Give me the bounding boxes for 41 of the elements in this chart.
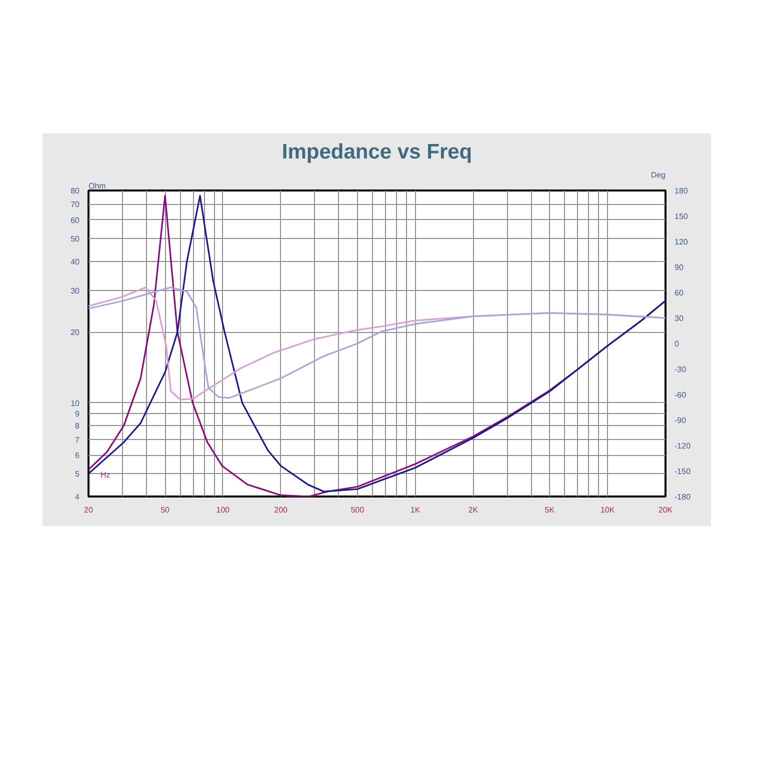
- y2-tick-label: 150: [674, 212, 688, 221]
- y2-tick-label: 0: [674, 340, 680, 348]
- y-tick-label: 50: [70, 234, 80, 244]
- x-tick-label: 50: [160, 506, 170, 514]
- y2-tick-label: -150: [674, 467, 692, 476]
- y-axis-title: Ohm: [88, 182, 106, 190]
- y2-tick-label: -30: [674, 365, 687, 374]
- x-tick-label: 500: [350, 506, 365, 514]
- y2-tick-label: -120: [674, 442, 692, 450]
- x-axis-title: Hz: [100, 470, 110, 480]
- y-tick-label: 60: [70, 216, 80, 225]
- x-tick-label: 20: [84, 506, 94, 514]
- y-tick-label: 5: [75, 470, 80, 479]
- y-tick-label: 40: [70, 257, 80, 266]
- x-tick-label: 2K: [468, 506, 479, 514]
- y-tick-label: 70: [70, 200, 80, 210]
- y2-tick-label: -180: [674, 492, 692, 502]
- x-tick-label: 5K: [544, 506, 556, 514]
- y-tick-label: 30: [70, 286, 80, 296]
- y2-tick-label: 120: [674, 238, 688, 246]
- y-tick-label: 7: [75, 435, 80, 444]
- x-tick-label: 20K: [658, 506, 674, 514]
- y-tick-label: 20: [70, 328, 80, 338]
- x-tick-label: 100: [216, 506, 230, 514]
- y2-tick-label: 60: [674, 288, 684, 298]
- y2-tick-label: -60: [674, 390, 687, 400]
- y-tick-label: 9: [75, 410, 80, 419]
- y-tick-label: 80: [70, 186, 80, 196]
- x-tick-label: 1K: [410, 506, 421, 514]
- x-tick-label: 10K: [600, 506, 616, 514]
- y-tick-label: 4: [75, 492, 80, 502]
- y2-tick-label: 90: [674, 263, 684, 272]
- y-tick-label: 8: [75, 422, 80, 431]
- x-tick-label: 200: [274, 506, 288, 514]
- y2-tick-label: 180: [674, 186, 688, 196]
- y2-tick-label: 30: [674, 314, 684, 323]
- y-tick-label: 6: [75, 451, 80, 460]
- chart-title: Impedance vs Freq: [282, 140, 472, 164]
- y2-axis-title: Deg: [650, 170, 666, 180]
- y-tick-label: 10: [70, 398, 80, 408]
- y2-tick-label: -90: [674, 416, 687, 425]
